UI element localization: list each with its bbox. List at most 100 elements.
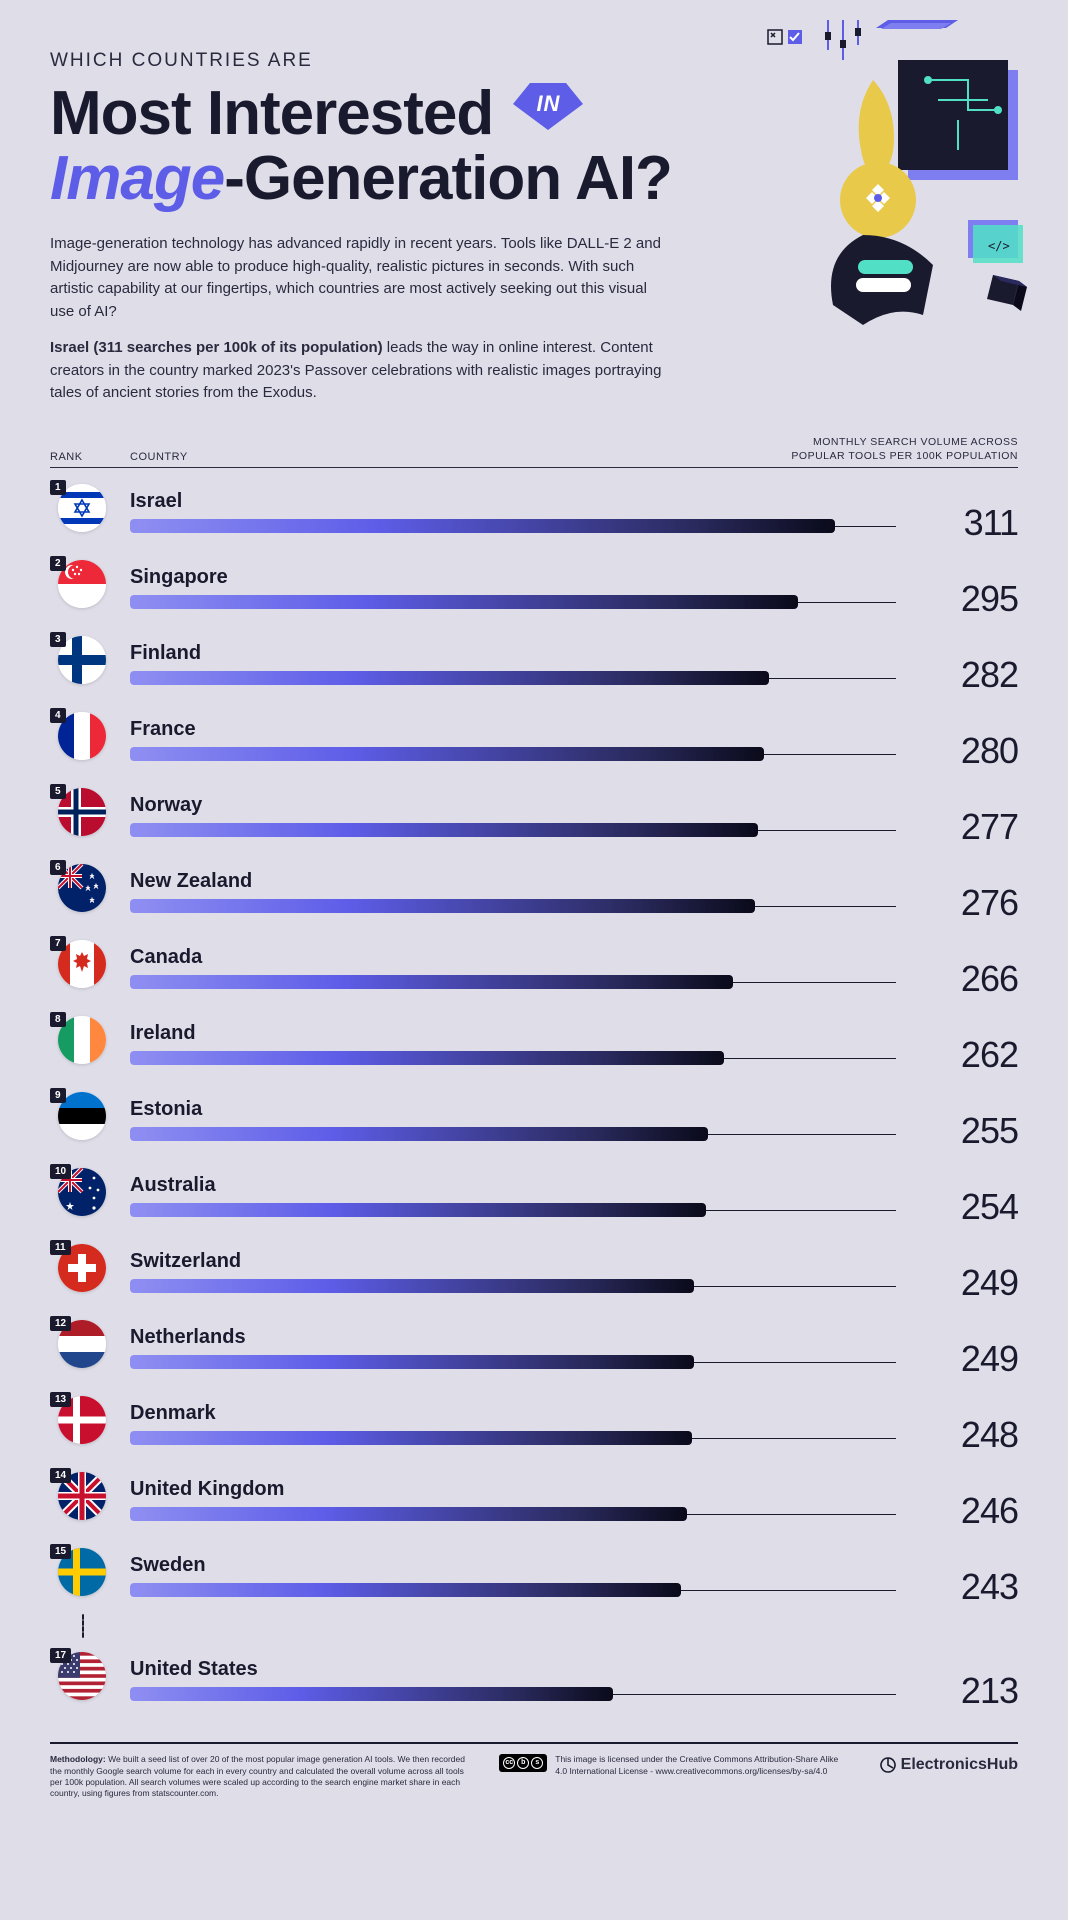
rank-badge: 3 xyxy=(50,632,66,647)
country-name: Ireland xyxy=(130,1022,896,1045)
country-name: United States xyxy=(130,1658,896,1681)
country-name: Australia xyxy=(130,1174,896,1197)
bar-fill xyxy=(130,975,733,989)
rank-badge: 1 xyxy=(50,480,66,495)
value-label: 246 xyxy=(908,1490,1018,1532)
title-image-word: Image xyxy=(50,144,224,213)
country-name: Netherlands xyxy=(130,1326,896,1349)
country-name: Sweden xyxy=(130,1554,896,1577)
table-row: 15 Sweden 243 xyxy=(50,1542,1018,1608)
table-row: 6New Zealand276 xyxy=(50,858,1018,924)
country-name: Singapore xyxy=(130,566,896,589)
bar-fill xyxy=(130,747,764,761)
table-row: 1 Israel 311 xyxy=(50,478,1018,544)
country-name: Israel xyxy=(130,490,896,513)
svg-text:</>: </> xyxy=(988,239,1010,253)
value-label: 295 xyxy=(908,578,1018,620)
bar-fill xyxy=(130,1127,708,1141)
bar-fill xyxy=(130,1051,724,1065)
rank-badge: 11 xyxy=(50,1240,71,1255)
rank-gap-indicator xyxy=(82,1614,84,1638)
value-label: 282 xyxy=(908,654,1018,696)
rank-badge: 9 xyxy=(50,1088,66,1103)
rank-badge: 4 xyxy=(50,708,66,723)
bar-fill xyxy=(130,519,835,533)
bar xyxy=(130,595,896,609)
bar xyxy=(130,519,896,533)
country-name: Denmark xyxy=(130,1402,896,1425)
chart-rows: 1 Israel 311 2 Singapore 295 3 Finland 282 4 Franc… xyxy=(50,478,1018,1712)
value-label: 213 xyxy=(908,1670,1018,1712)
footer: Methodology: We built a seed list of ove… xyxy=(50,1742,1018,1800)
country-name: United Kingdom xyxy=(130,1478,896,1501)
value-label: 311 xyxy=(908,502,1018,544)
table-row: 3 Finland 282 xyxy=(50,630,1018,696)
bar-fill xyxy=(130,1507,687,1521)
brand-icon xyxy=(879,1756,897,1774)
bar-fill xyxy=(130,1355,694,1369)
country-name: Estonia xyxy=(130,1098,896,1121)
bar-fill xyxy=(130,1203,706,1217)
country-name: France xyxy=(130,718,896,741)
bar xyxy=(130,1127,896,1141)
table-row: 13Denmark248 xyxy=(50,1390,1018,1456)
value-label: 249 xyxy=(908,1262,1018,1304)
bar xyxy=(130,1051,896,1065)
table-row: 11Switzerland249 xyxy=(50,1238,1018,1304)
table-row: 2 Singapore 295 xyxy=(50,554,1018,620)
table-row: 12Netherlands249 xyxy=(50,1314,1018,1380)
table-row: 4 France 280 xyxy=(50,706,1018,772)
col-rank: RANK xyxy=(50,451,100,463)
rank-badge: 2 xyxy=(50,556,66,571)
table-row: 5 Norway 277 xyxy=(50,782,1018,848)
bar xyxy=(130,747,896,761)
rank-badge: 15 xyxy=(50,1544,71,1559)
table-row: 14 United Kingdom 246 xyxy=(50,1466,1018,1532)
rank-badge: 8 xyxy=(50,1012,66,1027)
bar-fill xyxy=(130,1583,681,1597)
value-label: 248 xyxy=(908,1414,1018,1456)
cc-badge-icon: ccbs xyxy=(499,1754,547,1772)
brand: ElectronicsHub xyxy=(879,1754,1018,1776)
value-label: 266 xyxy=(908,958,1018,1000)
bar xyxy=(130,1583,896,1597)
rank-badge: 10 xyxy=(50,1164,71,1179)
title-part-1: Most Interested xyxy=(50,79,493,148)
value-label: 243 xyxy=(908,1566,1018,1608)
intro-p2: Israel (311 searches per 100k of its pop… xyxy=(50,337,670,405)
bar xyxy=(130,899,896,913)
value-label: 280 xyxy=(908,730,1018,772)
country-name: Canada xyxy=(130,946,896,969)
rank-badge: 6 xyxy=(50,860,66,875)
col-metric: MONTHLY SEARCH VOLUME ACROSS POPULAR TOO… xyxy=(791,435,1018,463)
bar xyxy=(130,823,896,837)
methodology: Methodology: We built a seed list of ove… xyxy=(50,1754,469,1800)
value-label: 254 xyxy=(908,1186,1018,1228)
value-label: 255 xyxy=(908,1110,1018,1152)
bar xyxy=(130,1279,896,1293)
bar-fill xyxy=(130,1279,694,1293)
rank-badge: 5 xyxy=(50,784,66,799)
bar-fill xyxy=(130,823,758,837)
bar xyxy=(130,1431,896,1445)
rank-badge: 14 xyxy=(50,1468,71,1483)
value-label: 277 xyxy=(908,806,1018,848)
intro-p1: Image-generation technology has advanced… xyxy=(50,233,670,323)
bar xyxy=(130,1203,896,1217)
title-part-2: -Generation AI? xyxy=(224,144,672,213)
table-row: 7Canada266 xyxy=(50,934,1018,1000)
country-name: Norway xyxy=(130,794,896,817)
bar xyxy=(130,1355,896,1369)
in-badge-icon: IN xyxy=(513,78,583,130)
country-name: New Zealand xyxy=(130,870,896,893)
table-header: RANK COUNTRY MONTHLY SEARCH VOLUME ACROS… xyxy=(50,435,1018,468)
table-row: 9 Estonia 255 xyxy=(50,1086,1018,1152)
col-country: COUNTRY xyxy=(130,451,188,463)
bar xyxy=(130,975,896,989)
intro-text: Image-generation technology has advanced… xyxy=(50,233,670,405)
table-row: 17United States213 xyxy=(50,1646,1018,1712)
country-name: Finland xyxy=(130,642,896,665)
value-label: 262 xyxy=(908,1034,1018,1076)
bar xyxy=(130,671,896,685)
table-row: 8 Ireland 262 xyxy=(50,1010,1018,1076)
